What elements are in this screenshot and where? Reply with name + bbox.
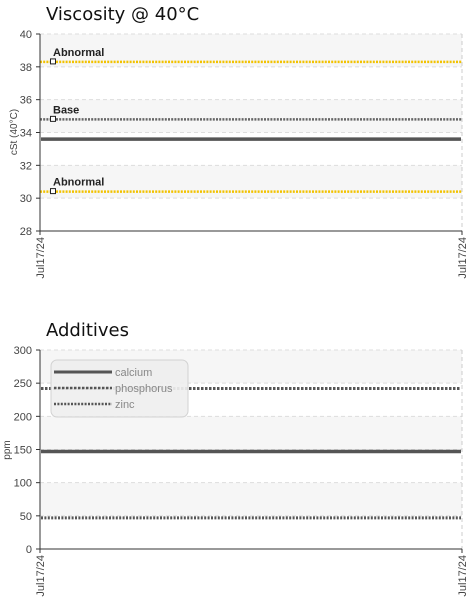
additives-chart: Additives ppm 0 50 100 150 200 250 300 Jul17/2… xyxy=(2,320,469,597)
viscosity-reference-lines: Abnormal Base Abnormal xyxy=(40,47,462,195)
additives-grid-band xyxy=(40,416,462,450)
viscosity-y-tick-label: 38 xyxy=(20,62,32,74)
additives-y-tick-label: 200 xyxy=(14,411,32,423)
additives-y-tick-label: 100 xyxy=(14,478,32,490)
additives-chart-title: Additives xyxy=(46,320,129,341)
additives-y-tick-label: 50 xyxy=(20,511,32,523)
additives-y-tick-label: 300 xyxy=(14,345,32,357)
viscosity-x-tick-label: Jul17/24 xyxy=(457,237,469,279)
additives-legend-label-zinc: zinc xyxy=(115,399,135,411)
viscosity-reference-marker xyxy=(50,115,56,122)
additives-grid-band xyxy=(40,482,462,516)
viscosity-y-axis-label: cSt (40°C) xyxy=(9,109,20,155)
viscosity-y-tick-label: 28 xyxy=(20,226,32,238)
viscosity-y-tick-label: 32 xyxy=(20,160,32,172)
additives-x-tick-label: Jul17/24 xyxy=(35,555,47,597)
viscosity-reference-marker xyxy=(50,58,56,65)
additives-x-ticks: Jul17/24 Jul17/24 xyxy=(35,549,469,597)
viscosity-reference-label: Abnormal xyxy=(53,47,104,59)
viscosity-x-tick-label: Jul17/24 xyxy=(35,237,47,279)
viscosity-reference-label: Abnormal xyxy=(53,177,104,189)
viscosity-y-ticks: 28 30 32 34 36 38 40 xyxy=(20,29,40,238)
additives-legend-label-phosphorus: phosphorus xyxy=(115,383,173,395)
viscosity-grid-band xyxy=(40,165,462,199)
additives-y-ticks: 0 50 100 150 200 250 300 xyxy=(14,345,40,556)
additives-legend-label-calcium: calcium xyxy=(115,367,152,379)
additives-y-tick-label: 150 xyxy=(14,445,32,457)
viscosity-y-tick-label: 30 xyxy=(20,193,32,205)
viscosity-reference-label: Base xyxy=(53,104,79,116)
viscosity-chart: Viscosity @ 40°C cSt (40°C) Abnormal Base… xyxy=(9,4,469,279)
additives-x-tick-label: Jul17/24 xyxy=(457,555,469,597)
viscosity-y-tick-label: 40 xyxy=(20,29,32,41)
viscosity-grid-band xyxy=(40,34,462,67)
viscosity-grid-band xyxy=(40,99,462,133)
viscosity-y-tick-label: 36 xyxy=(20,95,32,107)
viscosity-y-tick-label: 34 xyxy=(20,128,32,140)
viscosity-chart-title: Viscosity @ 40°C xyxy=(46,4,199,25)
viscosity-reference-marker xyxy=(50,188,56,195)
viscosity-x-ticks: Jul17/24 Jul17/24 xyxy=(35,231,469,279)
additives-y-tick-label: 250 xyxy=(14,378,32,390)
additives-y-axis-label: ppm xyxy=(2,440,13,459)
viscosity-grid-bands xyxy=(40,34,462,199)
additives-legend: calcium phosphorus zinc xyxy=(50,359,189,418)
additives-y-tick-label: 0 xyxy=(26,544,32,556)
